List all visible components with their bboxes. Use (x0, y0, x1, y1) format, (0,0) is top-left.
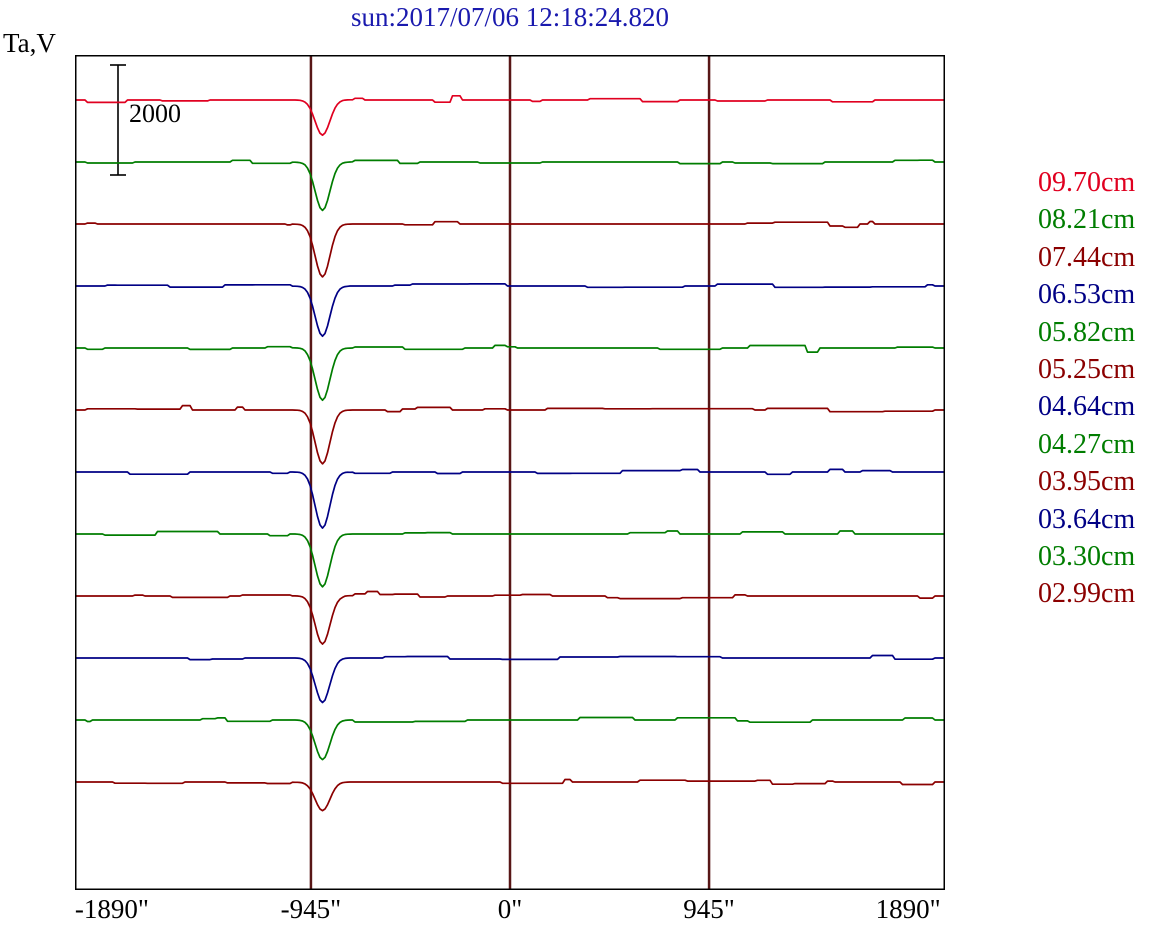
trace-03.30cm (75, 716, 945, 761)
x-tick-0: 0" (497, 894, 523, 924)
trace-05.82cm (75, 344, 945, 402)
trace-02.99cm (75, 778, 945, 812)
legend-item-06.53cm: 06.53cm (1038, 279, 1136, 311)
legend-item-03.30cm: 03.30cm (1038, 541, 1136, 573)
trace-07.44cm (75, 220, 945, 278)
legend: 09.70cm 08.21cm 07.44cm 06.53cm 05.82cm 05.25… (1038, 164, 1135, 613)
legend-item-03.95cm: 03.95cm (1038, 466, 1136, 498)
legend-item-03.64cm: 03.64cm (1038, 503, 1136, 535)
plot-canvas (75, 55, 945, 890)
trace-06.53cm (75, 283, 945, 338)
legend-item-02.99cm: 02.99cm (1038, 578, 1136, 610)
legend-item-05.25cm: 05.25cm (1038, 354, 1136, 386)
x-tick--945: -945" (280, 894, 342, 924)
legend-item-04.64cm: 04.64cm (1038, 391, 1136, 423)
trace-03.95cm (75, 590, 945, 645)
y-axis-label: Ta,V (3, 28, 56, 58)
x-axis: -1890" -945" 0" 945" 1890" (75, 894, 945, 939)
legend-item-04.27cm: 04.27cm (1038, 428, 1136, 460)
trace-05.25cm (75, 404, 945, 465)
chart-title: sun:2017/07/06 12:18:24.820 (350, 2, 669, 32)
plot-area: 2000 (75, 55, 945, 890)
trace-04.27cm (75, 530, 945, 588)
trace-08.21cm (75, 159, 945, 212)
legend-item-08.21cm: 08.21cm (1038, 204, 1136, 236)
trace-04.64cm (75, 468, 945, 529)
x-tick-1890: 1890" (875, 894, 941, 924)
plot-border (75, 55, 945, 890)
scalebar-label: 2000 (129, 99, 181, 128)
legend-item-07.44cm: 07.44cm (1038, 241, 1136, 273)
x-tick--1890: -1890" (74, 894, 149, 924)
legend-item-05.82cm: 05.82cm (1038, 316, 1136, 348)
trace-09.70cm (75, 94, 945, 137)
x-tick-945: 945" (683, 894, 735, 924)
trace-03.64cm (75, 654, 945, 704)
legend-item-09.70cm: 09.70cm (1038, 167, 1136, 198)
